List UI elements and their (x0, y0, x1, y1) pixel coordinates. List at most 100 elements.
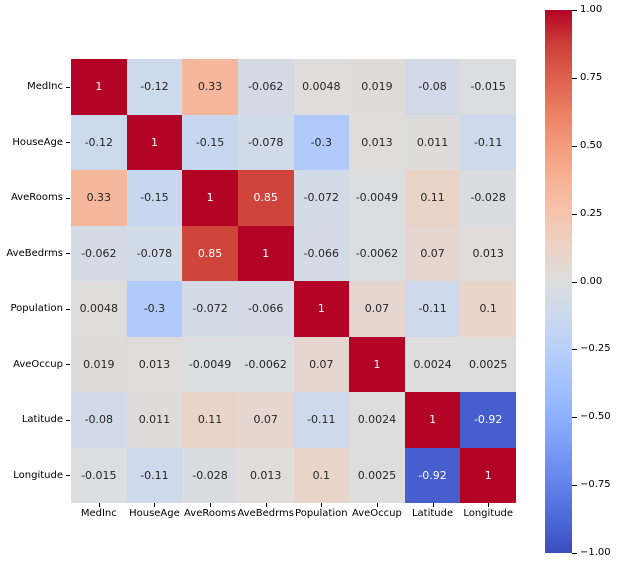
x-tick-mark (432, 503, 434, 507)
colorbar-tick-mark (572, 10, 577, 11)
heatmap-cell-houseage-avebedrms: -0.078 (237, 114, 294, 170)
x-tick-mark (210, 503, 212, 507)
heatmap-cell-longitude-houseage: -0.11 (126, 447, 183, 503)
heatmap-cell-aveoccup-longitude: 0.0025 (460, 336, 516, 392)
x-tick-label-latitude: Latitude (411, 508, 454, 519)
y-tick-mark (66, 86, 70, 88)
y-tick-mark (66, 475, 70, 477)
heatmap-cell-houseage-averooms: -0.15 (182, 114, 238, 170)
y-tick-mark (66, 364, 70, 366)
heatmap-cell-houseage-aveoccup: 0.013 (349, 114, 405, 170)
x-tick-label-population: Population (295, 508, 348, 519)
x-tick-mark (376, 503, 378, 507)
heatmap-cell-medinc-houseage: -0.12 (126, 59, 183, 115)
y-tick-label-longitude: Longitude (13, 469, 63, 481)
heatmap-cell-population-medinc: 0.0048 (71, 281, 127, 337)
heatmap-cell-houseage-population: -0.3 (293, 114, 350, 170)
colorbar-tick-label: −0.50 (580, 411, 611, 423)
heatmap-cell-medinc-averooms: 0.33 (182, 59, 238, 115)
colorbar-tick-label: 1.00 (580, 4, 603, 15)
heatmap-cell-avebedrms-latitude: 0.07 (404, 225, 461, 281)
heatmap-cell-avebedrms-population: -0.066 (293, 225, 350, 281)
colorbar (545, 10, 572, 553)
heatmap-cell-latitude-longitude: -0.92 (460, 392, 516, 448)
heatmap-cell-aveoccup-avebedrms: -0.0062 (237, 336, 294, 392)
colorbar-tick-label: −0.25 (580, 343, 611, 355)
y-tick-label-avebedrms: AveBedrms (6, 247, 63, 259)
y-tick-label-latitude: Latitude (21, 414, 63, 426)
heatmap-cell-latitude-medinc: -0.08 (71, 392, 127, 448)
heatmap-cell-medinc-medinc: 1 (71, 59, 127, 115)
heatmap-cell-houseage-houseage: 1 (126, 114, 183, 170)
x-tick-mark (154, 503, 156, 507)
heatmap-cell-averooms-avebedrms: 0.85 (237, 170, 294, 226)
heatmap-cell-medinc-longitude: -0.015 (460, 59, 516, 115)
heatmap-cell-longitude-population: 0.1 (293, 447, 350, 503)
x-tick-mark (321, 503, 323, 507)
x-tick-label-averooms: AveRooms (184, 508, 237, 519)
colorbar-tick-mark (572, 77, 577, 79)
heatmap-cell-avebedrms-aveoccup: -0.0062 (349, 225, 405, 281)
y-tick-label-averooms: AveRooms (10, 192, 63, 204)
heatmap-cell-longitude-latitude: -0.92 (404, 447, 461, 503)
heatmap-cell-latitude-houseage: 0.011 (126, 392, 183, 448)
heatmap-cell-latitude-averooms: 0.11 (182, 392, 238, 448)
heatmap-cell-houseage-medinc: -0.12 (71, 114, 127, 170)
y-tick-label-medinc: MedInc (27, 81, 63, 93)
colorbar-tick-mark (572, 485, 577, 487)
heatmap-cell-aveoccup-latitude: 0.0024 (404, 336, 461, 392)
heatmap-cell-averooms-medinc: 0.33 (71, 170, 127, 226)
colorbar-tick-mark (572, 417, 577, 419)
heatmap-cell-avebedrms-medinc: -0.062 (71, 225, 127, 281)
colorbar-tick-mark (572, 349, 577, 351)
x-tick-mark (98, 503, 100, 507)
heatmap-cell-population-population: 1 (293, 281, 350, 337)
heatmap-cell-population-aveoccup: 0.07 (349, 281, 405, 337)
heatmap-cell-aveoccup-population: 0.07 (293, 336, 350, 392)
heatmap-cell-houseage-longitude: -0.11 (460, 114, 516, 170)
heatmap-cell-population-avebedrms: -0.066 (237, 281, 294, 337)
heatmap-cell-avebedrms-houseage: -0.078 (126, 225, 183, 281)
colorbar-tick-label: −1.00 (580, 547, 611, 558)
colorbar-tick-label: 0.00 (580, 275, 603, 287)
heatmap-cell-population-houseage: -0.3 (126, 281, 183, 337)
y-tick-mark (66, 253, 70, 255)
heatmap-cell-aveoccup-houseage: 0.013 (126, 336, 183, 392)
heatmap-cell-averooms-longitude: -0.028 (460, 170, 516, 226)
heatmap-cell-averooms-averooms: 1 (182, 170, 238, 226)
heatmap-cell-averooms-aveoccup: -0.0049 (349, 170, 405, 226)
heatmap-cell-aveoccup-averooms: -0.0049 (182, 336, 238, 392)
x-tick-label-avebedrms: AveBedrms (237, 508, 294, 519)
x-tick-mark (265, 503, 267, 507)
heatmap-cell-longitude-avebedrms: 0.013 (237, 447, 294, 503)
colorbar-tick-mark (572, 213, 577, 215)
heatmap-cell-longitude-aveoccup: 0.0025 (349, 447, 405, 503)
heatmap-cell-houseage-latitude: 0.011 (404, 114, 461, 170)
heatmap-cell-latitude-aveoccup: 0.0024 (349, 392, 405, 448)
x-tick-label-houseage: HouseAge (129, 508, 180, 519)
heatmap-cell-medinc-avebedrms: -0.062 (237, 59, 294, 115)
colorbar-tick-label: 0.75 (580, 71, 603, 83)
heatmap-cell-latitude-latitude: 1 (404, 392, 461, 448)
x-tick-label-medinc: MedInc (80, 508, 117, 519)
heatmap-cell-population-averooms: -0.072 (182, 281, 238, 337)
heatmap-cell-medinc-aveoccup: 0.019 (349, 59, 405, 115)
colorbar-tick-label: −0.75 (580, 479, 611, 491)
heatmap-cell-longitude-averooms: -0.028 (182, 447, 238, 503)
x-tick-mark (488, 503, 490, 507)
y-tick-label-houseage: HouseAge (12, 136, 63, 148)
heatmap-cell-medinc-latitude: -0.08 (404, 59, 461, 115)
heatmap-cell-population-longitude: 0.1 (460, 281, 516, 337)
colorbar-tick-mark (572, 281, 577, 283)
x-tick-label-longitude: Longitude (463, 508, 514, 519)
heatmap-cell-aveoccup-medinc: 0.019 (71, 336, 127, 392)
heatmap-grid: 1 -0.12 0.33 -0.062 0.0048 0.019 -0.08 -0.015 -0… (71, 59, 516, 503)
colorbar-tick-mark (572, 553, 577, 554)
colorbar-tick-label: 0.50 (580, 139, 603, 151)
x-tick-label-aveoccup: AveOccup (351, 508, 402, 519)
heatmap-cell-averooms-population: -0.072 (293, 170, 350, 226)
heatmap-cell-longitude-medinc: -0.015 (71, 447, 127, 503)
heatmap-cell-longitude-longitude: 1 (460, 447, 516, 503)
colorbar-tick-label: 0.25 (580, 207, 603, 219)
